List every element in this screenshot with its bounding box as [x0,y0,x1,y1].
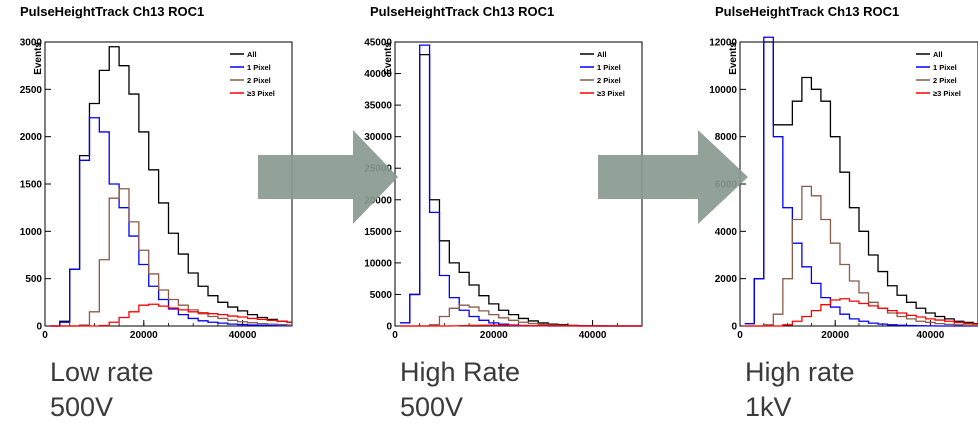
caption-line2: 1kV [745,392,792,422]
y-tick-label: 2500 [20,85,43,96]
legend-label: All [597,50,607,59]
chart-panel-low-rate-500v: PulseHeightTrack Ch13 ROC1 0 500 1000 1500 2… [0,0,320,425]
series-line-all [744,41,978,325]
y-tick-label: 15000 [364,227,392,238]
y-tick-label: 20000 [364,195,392,206]
series-line-2-pixel [49,188,292,327]
y-tick-label: 30000 [364,132,392,143]
legend-label: 1 Pixel [933,63,957,72]
y-tick-label: 10000 [364,258,392,269]
series-line--3-pixel [399,324,642,327]
legend-label: All [247,50,257,59]
series-line--3-pixel [744,298,978,327]
arrow-right-icon [258,130,398,224]
x-tick-label: 0 [737,330,743,341]
legend-label: 1 Pixel [247,63,271,72]
legend-label: 2 Pixel [247,76,271,85]
y-axis-label: Events [728,42,739,75]
legend-label: 2 Pixel [597,76,621,85]
x-tick-label: 20000 [821,330,849,341]
x-tick-label: 20000 [130,330,158,341]
y-tick-label: 8000 [715,132,738,143]
y-axis-label: Events [383,42,394,75]
y-tick-label: 2000 [20,132,43,143]
chart-panel-high-rate-500v: PulseHeightTrack Ch13 ROC1 0 5000 10000 150… [350,0,670,425]
caption-line2: 500V [400,392,464,422]
legend-label: ≥3 Pixel [597,89,625,98]
series-line--3-pixel [49,303,292,327]
y-tick-label: 2000 [715,274,738,285]
legend-label: 1 Pixel [597,63,621,72]
series-line-1-pixel [744,36,978,327]
y-tick-label: 1500 [20,180,43,191]
x-tick-label: 0 [392,330,398,341]
chart-title: PulseHeightTrack Ch13 ROC1 [20,4,204,19]
y-tick-label: 3000 [20,38,43,49]
x-tick-label: 40000 [579,330,607,341]
x-tick-label: 20000 [480,330,508,341]
y-tick-label: 10000 [709,85,737,96]
legend-label: All [933,50,943,59]
caption-line1: High rate [745,357,855,387]
legend-label: ≥3 Pixel [933,89,961,98]
y-axis-label: Events [33,42,44,75]
chart-title: PulseHeightTrack Ch13 ROC1 [715,4,899,19]
y-tick-label: 500 [25,274,42,285]
chart-low-rate-500v: PulseHeightTrack Ch13 ROC1 0 500 1000 1500 2… [20,4,293,341]
caption-line1: High Rate [400,357,521,387]
chart-title: PulseHeightTrack Ch13 ROC1 [370,4,554,19]
legend-label: ≥3 Pixel [247,89,275,98]
x-tick-label: 40000 [916,330,944,341]
series-line-2-pixel [744,185,978,327]
y-tick-label: 4000 [715,227,738,238]
legend-label: 2 Pixel [933,76,957,85]
series-line-1-pixel [49,117,292,327]
y-tick-label: 0 [386,322,392,333]
y-tick-label: 0 [36,322,42,333]
y-tick-label: 45000 [364,38,392,49]
y-tick-label: 40000 [364,69,392,80]
caption-line1: Low rate [50,357,154,387]
y-tick-label: 35000 [364,101,392,112]
y-tick-label: 1000 [20,227,43,238]
series-line-all [49,46,292,327]
x-tick-label: 0 [42,330,48,341]
series-line-2-pixel [399,304,642,327]
chart-panel-high-rate-1kv: PulseHeightTrack Ch13 ROC1 0200040006000… [695,0,978,425]
caption-line2: 500V [50,392,114,422]
arrow-right-icon [598,130,748,224]
y-tick-label: 0 [731,322,737,333]
x-tick-label: 40000 [229,330,257,341]
y-tick-label: 5000 [370,290,393,301]
y-tick-label: 12000 [709,38,737,49]
